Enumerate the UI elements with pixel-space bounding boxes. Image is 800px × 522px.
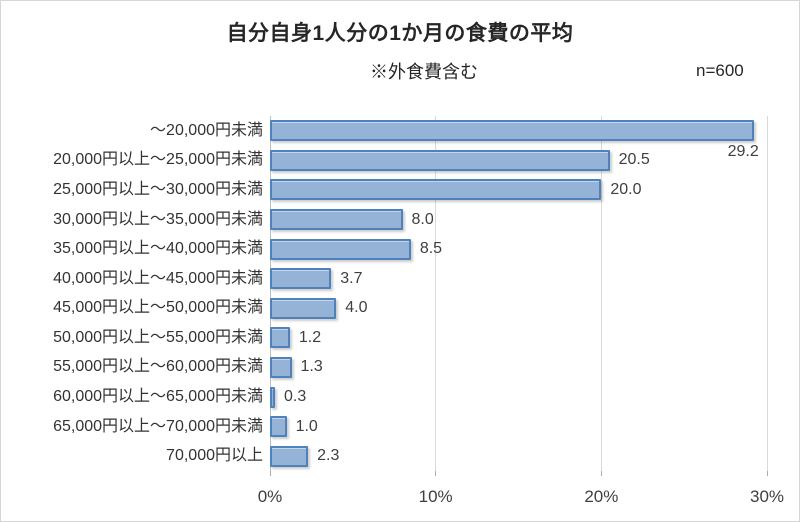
- x-axis-label: 10%: [418, 487, 453, 506]
- category-label: 45,000円以上～50,000円未満: [53, 299, 263, 317]
- chart-title: 自分自身1人分の1か月の食費の平均: [226, 22, 574, 45]
- value-label: 20.5: [618, 151, 650, 169]
- bar: [270, 268, 332, 290]
- gridline: [600, 116, 602, 471]
- x-axis-label: 20%: [584, 487, 619, 506]
- value-label: 1.2: [298, 328, 322, 346]
- chart-subtitle: ※外食費含む: [370, 62, 478, 82]
- bar: [270, 179, 602, 201]
- sample-size-label: n=600: [696, 61, 744, 80]
- category-label: 60,000円以上～65,000円未満: [53, 388, 263, 406]
- gridline: [269, 116, 271, 471]
- value-label: 4.0: [345, 299, 368, 317]
- bar: [270, 209, 403, 231]
- category-label: 35,000円以上～40,000円未満: [53, 240, 263, 258]
- axis-tick: [766, 471, 768, 476]
- bar: [270, 445, 309, 467]
- value-label: 8.0: [411, 210, 434, 228]
- bar: [270, 149, 610, 171]
- bar: [270, 327, 290, 349]
- value-label: 3.7: [340, 269, 363, 287]
- category-label: 50,000円以上～55,000円未満: [53, 328, 263, 346]
- bar: [270, 386, 275, 408]
- gridline: [766, 116, 768, 471]
- bar: [270, 416, 287, 438]
- value-label: 8.5: [419, 240, 443, 258]
- axis-tick: [600, 471, 602, 476]
- value-label: 0.3: [283, 388, 307, 406]
- category-label: 40,000円以上～45,000円未満: [53, 269, 263, 287]
- value-label: 2.3: [317, 447, 340, 465]
- value-label: 20.0: [610, 180, 642, 198]
- value-label: 1.0: [295, 417, 318, 435]
- category-label: 30,000円以上～35,000円未満: [53, 210, 263, 228]
- gridline: [435, 116, 437, 471]
- category-label: 20,000円以上～25,000円未満: [53, 151, 263, 169]
- category-label: 65,000円以上～70,000円未満: [53, 417, 263, 435]
- bar: [270, 120, 754, 142]
- bar: [270, 238, 411, 260]
- axis-tick: [435, 471, 437, 476]
- x-axis-label: 30%: [749, 487, 785, 506]
- category-label: 70,000円以上: [166, 447, 263, 465]
- bar: [270, 356, 292, 378]
- x-axis-label: 0%: [257, 487, 283, 506]
- bar: [270, 297, 337, 319]
- value-label: 29.2: [727, 143, 759, 161]
- category-label: 55,000円以上～60,000円未満: [53, 358, 263, 376]
- axis-tick: [269, 471, 271, 476]
- category-label: 25,000円以上～30,000円未満: [53, 180, 263, 198]
- category-label: ～20,000円未満: [150, 121, 263, 139]
- value-label: 1.3: [300, 358, 323, 376]
